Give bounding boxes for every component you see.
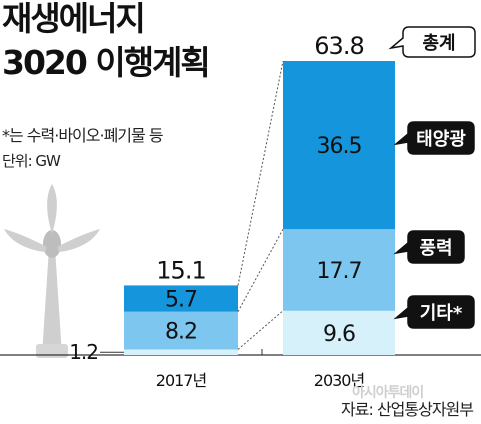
bar-wind-0 (124, 311, 238, 350)
bar-solar-1 (283, 61, 395, 230)
bar-other-0 (124, 349, 238, 355)
value-label-wind-0: 8.2 (165, 320, 197, 345)
x-tick-label-1: 2030년 (314, 371, 365, 390)
value-label-solar-0: 5.7 (165, 288, 197, 313)
bar-other-1 (283, 310, 395, 355)
bar-wind-1 (283, 229, 395, 311)
source-note: 자료: 산업통상자원부 (341, 400, 474, 419)
connector-line-0 (237, 60, 284, 286)
wind-turbine-icon (4, 184, 100, 358)
chart-title-line2: 3020 이행계획 (2, 43, 211, 82)
chart-title-line1: 재생에너지 (2, 0, 146, 38)
callout-wind-text: 풍력 (419, 238, 452, 259)
value-label-other-1: 9.6 (323, 322, 355, 347)
connector-line-2 (237, 310, 284, 350)
value-label-other-0: 1.2 (69, 340, 98, 364)
callout-wind: 풍력 (393, 230, 465, 264)
callout-solar: 태양광 (393, 121, 475, 155)
total-label-0: 15.1 (156, 256, 205, 284)
value-label-solar-1: 36.5 (317, 134, 362, 159)
x-tick-label-0: 2017년 (156, 371, 207, 390)
unit-label: 단위: GW (2, 152, 61, 170)
callout-total: 총계 (388, 26, 476, 58)
total-label-1: 63.8 (314, 32, 363, 60)
chart-footnote: *는 수력·바이오·폐기물 등 (2, 126, 164, 145)
callout-other-text: 기타* (420, 303, 463, 324)
callout-total-text: 총계 (422, 33, 455, 54)
watermark: 아시아투데이 (352, 385, 424, 401)
value-label-wind-1: 17.7 (317, 259, 362, 284)
callout-solar-text: 태양광 (416, 129, 466, 150)
connector-line-1 (237, 228, 284, 312)
callout-other: 기타* (393, 295, 475, 329)
bar-solar-0 (124, 285, 238, 312)
